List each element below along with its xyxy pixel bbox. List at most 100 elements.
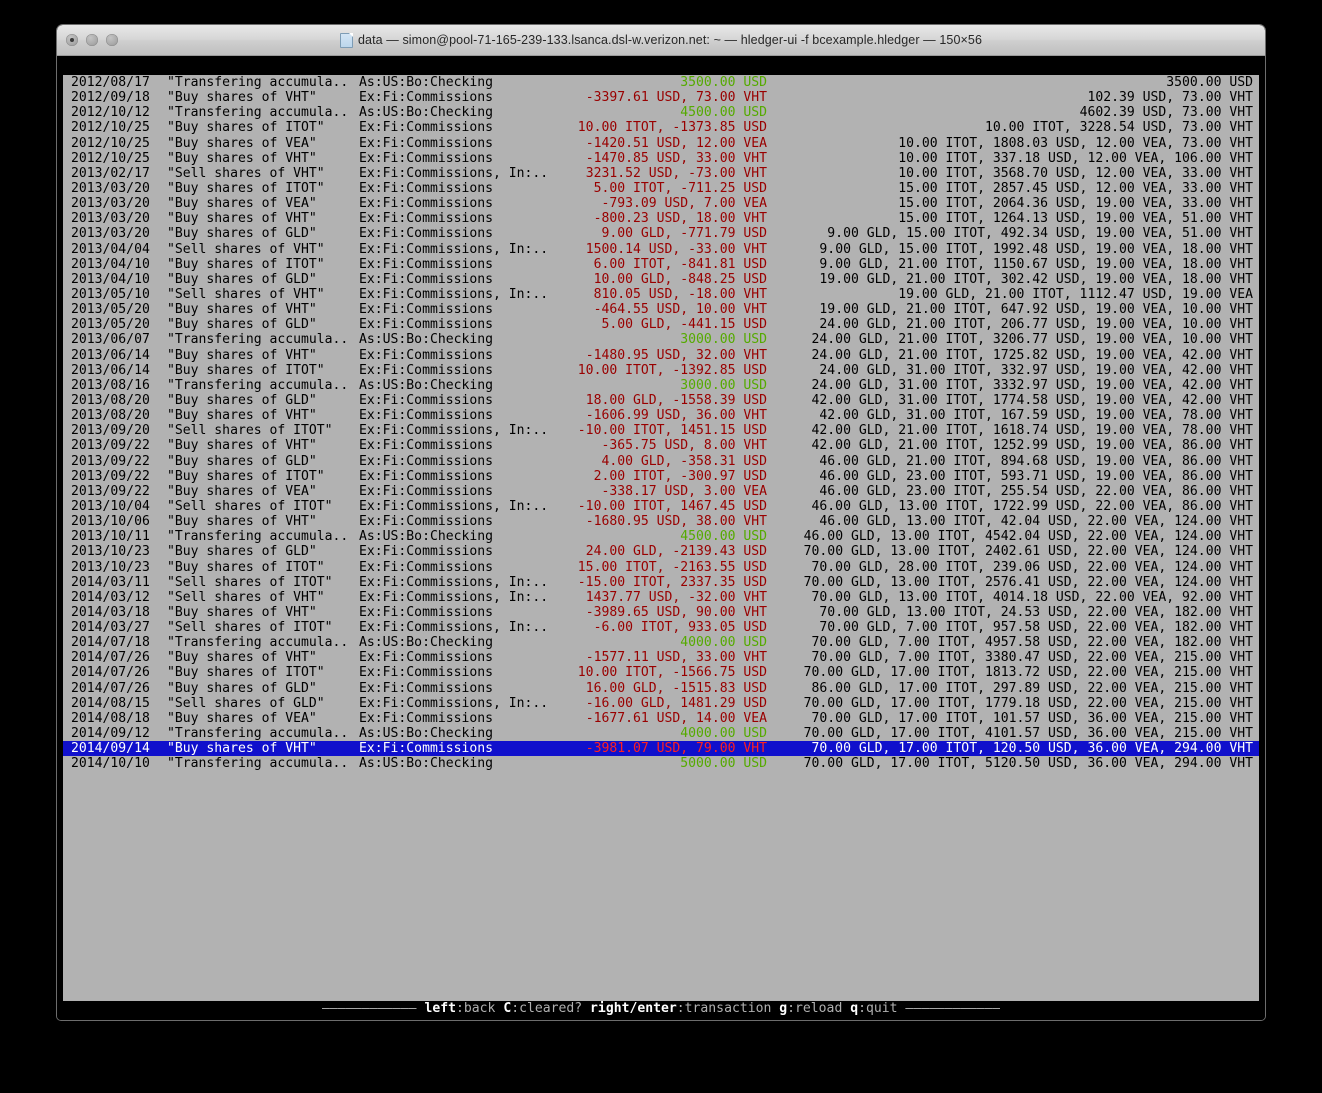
table-row[interactable]: 2014/07/26 "Buy shares of ITOT" Ex:Fi:Comm… [63, 665, 1259, 680]
table-row[interactable]: 2014/08/18 "Buy shares of VEA" Ex:Fi:Commi… [63, 711, 1259, 726]
shortcut-key-back[interactable]: left [424, 1001, 456, 1016]
table-row[interactable]: 2012/10/25 "Buy shares of VHT" Ex:Fi:Commi… [63, 151, 1259, 166]
row-amount: 4500.00 USD [680, 529, 767, 545]
table-row[interactable]: 2013/06/14 "Buy shares of VHT" Ex:Fi:Commi… [63, 348, 1259, 363]
row-description: "Buy shares of ITOT" [167, 120, 325, 136]
row-balance: 3500.00 USD [1166, 75, 1253, 90]
row-date: 2014/03/18 [71, 604, 150, 620]
table-row[interactable]: 2013/04/04 "Sell shares of VHT" Ex:Fi:Comm… [63, 242, 1259, 257]
zoom-button[interactable] [106, 34, 118, 46]
shortcut-label-back: :back [456, 1001, 504, 1016]
row-date: 2013/06/14 [71, 347, 150, 363]
table-row[interactable]: 2014/03/18 "Buy shares of VHT" Ex:Fi:Commi… [63, 605, 1259, 620]
minimize-button[interactable] [86, 34, 98, 46]
row-date: 2013/09/22 [71, 438, 150, 454]
row-amount: 16.00 GLD, -1515.83 USD [585, 680, 767, 696]
row-balance: 9.00 GLD, 15.00 ITOT, 1992.48 USD, 19.00… [819, 241, 1253, 257]
table-row[interactable]: 2013/04/10 "Buy shares of ITOT" Ex:Fi:Comm… [63, 257, 1259, 272]
row-account: Ex:Fi:Commissions [359, 665, 494, 681]
terminal-surface[interactable]: ————————————————————————————————————————… [57, 56, 1265, 1020]
row-amount: 3231.52 USD, -73.00 VHT [585, 165, 767, 181]
table-row[interactable]: 2012/08/17 "Transfering accumula.. As:US:B… [63, 75, 1259, 90]
window-titlebar[interactable]: data — simon@pool-71-165-239-133.lsanca.… [57, 25, 1265, 56]
table-row[interactable]: 2013/06/07 "Transfering accumula.. As:US:B… [63, 332, 1259, 347]
row-balance: 42.00 GLD, 21.00 ITOT, 1618.74 USD, 19.0… [811, 423, 1253, 439]
table-row[interactable]: 2013/09/20 "Sell shares of ITOT" Ex:Fi:Com… [63, 423, 1259, 438]
table-row[interactable]: 2013/06/14 "Buy shares of ITOT" Ex:Fi:Comm… [63, 363, 1259, 378]
table-row[interactable]: 2014/03/11 "Sell shares of ITOT" Ex:Fi:Com… [63, 575, 1259, 590]
table-row[interactable]: 2013/10/11 "Transfering accumula.. As:US:B… [63, 529, 1259, 544]
row-balance: 19.00 GLD, 21.00 ITOT, 1112.47 USD, 19.0… [898, 286, 1253, 302]
row-date: 2013/04/10 [71, 256, 150, 272]
table-row[interactable]: 2014/10/10 "Transfering accumula.. As:US:B… [63, 756, 1259, 771]
row-balance: 24.00 GLD, 31.00 ITOT, 3332.97 USD, 19.0… [811, 377, 1253, 393]
table-row[interactable]: 2013/09/22 "Buy shares of VEA" Ex:Fi:Commi… [63, 484, 1259, 499]
row-account: Ex:Fi:Commissions [359, 256, 494, 272]
row-amount: -6.00 ITOT, 933.05 USD [593, 620, 767, 636]
table-row[interactable]: 2012/09/18 "Buy shares of VHT" Ex:Fi:Commi… [63, 90, 1259, 105]
table-row[interactable]: 2014/03/12 "Sell shares of VHT" Ex:Fi:Comm… [63, 590, 1259, 605]
row-balance: 42.00 GLD, 31.00 ITOT, 167.59 USD, 19.00… [819, 408, 1253, 424]
close-button[interactable] [66, 34, 78, 46]
table-row[interactable]: 2013/08/20 "Buy shares of VHT" Ex:Fi:Commi… [63, 408, 1259, 423]
table-row[interactable]: 2013/08/20 "Buy shares of GLD" Ex:Fi:Commi… [63, 393, 1259, 408]
table-row[interactable]: 2014/03/27 "Sell shares of ITOT" Ex:Fi:Com… [63, 620, 1259, 635]
row-description: "Sell shares of ITOT" [167, 423, 333, 439]
table-row[interactable]: 2013/10/04 "Sell shares of ITOT" Ex:Fi:Com… [63, 499, 1259, 514]
table-row[interactable]: 2013/10/23 "Buy shares of GLD" Ex:Fi:Commi… [63, 544, 1259, 559]
row-description: "Buy shares of VHT" [167, 514, 317, 530]
table-row[interactable]: 2012/10/12 "Transfering accumula.. As:US:B… [63, 105, 1259, 120]
hledger-ui-screen: ————————————————————————————————————————… [63, 59, 1259, 1017]
row-amount: -1606.99 USD, 36.00 VHT [585, 408, 767, 424]
table-row[interactable]: 2013/08/16 "Transfering accumula.. As:US:B… [63, 378, 1259, 393]
table-row[interactable]: 2013/09/22 "Buy shares of GLD" Ex:Fi:Commi… [63, 454, 1259, 469]
row-amount: 18.00 GLD, -1558.39 USD [585, 392, 767, 408]
footer-rule-left: ———————————— [321, 1001, 425, 1016]
table-row[interactable]: 2012/10/25 "Buy shares of VEA" Ex:Fi:Commi… [63, 136, 1259, 151]
shortcut-key-cleared?[interactable]: C [503, 1001, 512, 1016]
shortcut-label-quit: :quit [858, 1001, 898, 1016]
row-amount: 5000.00 USD [680, 756, 767, 772]
row-description: "Transfering accumula.. [167, 75, 349, 90]
table-row[interactable]: 2013/05/10 "Sell shares of VHT" Ex:Fi:Comm… [63, 287, 1259, 302]
row-date: 2013/04/04 [71, 241, 150, 257]
row-balance: 24.00 GLD, 21.00 ITOT, 206.77 USD, 19.00… [819, 317, 1253, 333]
table-row[interactable]: 2012/10/25 "Buy shares of ITOT" Ex:Fi:Comm… [63, 120, 1259, 135]
row-description: "Buy shares of VHT" [167, 211, 317, 227]
window-controls[interactable] [66, 25, 118, 55]
table-row[interactable]: 2013/02/17 "Sell shares of VHT" Ex:Fi:Comm… [63, 166, 1259, 181]
shortcut-key-quit[interactable]: q [850, 1001, 859, 1016]
table-row[interactable]: 2014/09/12 "Transfering accumula.. As:US:B… [63, 726, 1259, 741]
shortcut-key-reload[interactable]: g [779, 1001, 788, 1016]
table-row[interactable]: 2013/03/20 "Buy shares of VHT" Ex:Fi:Commi… [63, 211, 1259, 226]
row-account: As:US:Bo:Checking [359, 726, 494, 742]
table-row[interactable]: 2013/05/20 "Buy shares of GLD" Ex:Fi:Commi… [63, 317, 1259, 332]
row-description: "Buy shares of GLD" [167, 453, 317, 469]
row-account: Ex:Fi:Commissions [359, 741, 494, 757]
table-row[interactable]: 2013/09/22 "Buy shares of VHT" Ex:Fi:Commi… [63, 438, 1259, 453]
table-row[interactable]: 2014/08/15 "Sell shares of GLD" Ex:Fi:Comm… [63, 696, 1259, 711]
table-row[interactable]: 2014/07/26 "Buy shares of GLD" Ex:Fi:Commi… [63, 681, 1259, 696]
table-row[interactable]: 2013/03/20 "Buy shares of GLD" Ex:Fi:Commi… [63, 226, 1259, 241]
table-row[interactable]: 2013/05/20 "Buy shares of VHT" Ex:Fi:Commi… [63, 302, 1259, 317]
row-balance: 4602.39 USD, 73.00 VHT [1079, 105, 1253, 121]
transactions-list[interactable]: 2012/08/17 "Transfering accumula.. As:US:B… [63, 75, 1259, 1001]
table-row[interactable]: 2014/07/18 "Transfering accumula.. As:US:B… [63, 635, 1259, 650]
table-row[interactable]: 2014/09/14 "Buy shares of VHT" Ex:Fi:Commi… [63, 741, 1259, 757]
table-row[interactable]: 2013/03/20 "Buy shares of VEA" Ex:Fi:Commi… [63, 196, 1259, 211]
table-row[interactable]: 2013/09/22 "Buy shares of ITOT" Ex:Fi:Comm… [63, 469, 1259, 484]
footer-rule-right: ———————————— [897, 1001, 1001, 1016]
row-balance: 70.00 GLD, 28.00 ITOT, 239.06 USD, 22.00… [811, 559, 1253, 575]
row-description: "Transfering accumula.. [167, 635, 349, 651]
row-date: 2013/05/10 [71, 286, 150, 302]
table-row[interactable]: 2014/07/26 "Buy shares of VHT" Ex:Fi:Commi… [63, 650, 1259, 665]
table-row[interactable]: 2013/10/06 "Buy shares of VHT" Ex:Fi:Commi… [63, 514, 1259, 529]
table-row[interactable]: 2013/10/23 "Buy shares of ITOT" Ex:Fi:Comm… [63, 560, 1259, 575]
table-row[interactable]: 2013/04/10 "Buy shares of GLD" Ex:Fi:Commi… [63, 272, 1259, 287]
table-row[interactable]: 2013/03/20 "Buy shares of ITOT" Ex:Fi:Comm… [63, 181, 1259, 196]
shortcut-key-transaction[interactable]: right/enter [590, 1001, 677, 1016]
row-description: "Transfering accumula.. [167, 105, 349, 121]
row-amount: 3000.00 USD [680, 332, 767, 348]
row-description: "Transfering accumula.. [167, 377, 349, 393]
row-balance: 42.00 GLD, 31.00 ITOT, 1774.58 USD, 19.0… [811, 392, 1253, 408]
